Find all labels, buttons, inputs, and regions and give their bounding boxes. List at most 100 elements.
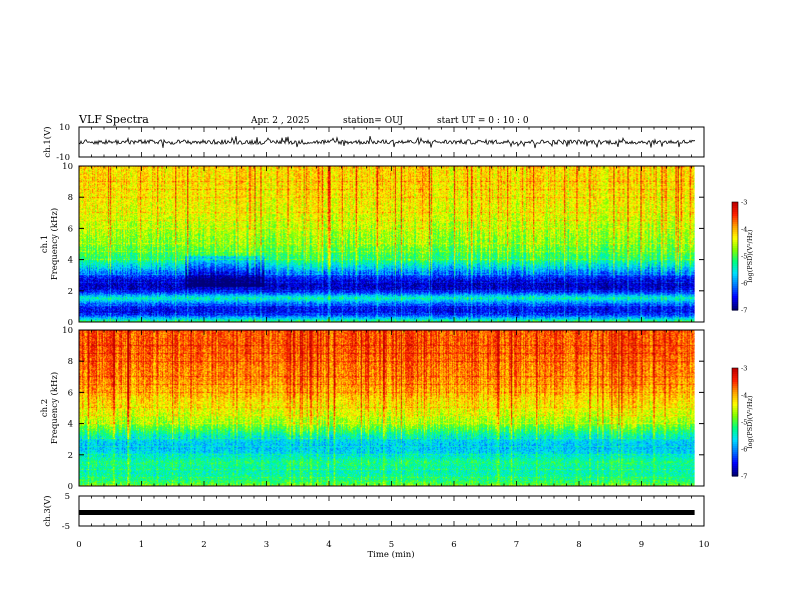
colorbar-tick-label: -6 [741,446,747,454]
colorbar-swatch [732,472,738,475]
colorbar-swatch [732,468,738,471]
colorbar-swatch [732,430,738,433]
xtick-label: 9 [639,540,644,550]
colorbar-swatch [732,304,738,307]
xtick-label: 10 [699,540,710,550]
colorbar-swatch [732,286,738,289]
xtick-label: 0 [76,540,81,550]
station-label: station= OUJ [343,116,403,126]
ch3-ytick-top: 5 [65,492,70,502]
colorbar-swatch [732,390,738,393]
colorbar-swatch [732,454,738,457]
ch2-colorbar: -3 -4 -5 -6 -7 log(PSD)(V²/Hz) [731,365,754,481]
colorbar-swatch [732,376,738,379]
ytick-label: 2 [68,287,73,297]
colorbar-swatch [732,244,738,247]
colorbar-swatch [732,412,738,415]
colorbar-swatch [732,232,738,235]
colorbar-swatch [732,426,738,429]
colorbar-tick-label: -7 [741,473,747,481]
colorbar-swatch [732,462,738,465]
x-axis-tick-labels: 0 1 2 3 4 5 6 7 8 9 10 [76,540,709,550]
ytick-label: 8 [68,357,73,367]
colorbar-swatch [732,404,738,407]
xtick-label: 5 [389,540,394,550]
colorbar-swatch [732,268,738,271]
ch1-ytick-top: 10 [59,123,70,133]
colorbar-swatch [732,290,738,293]
colorbar-swatch [732,388,738,391]
colorbar-swatch [732,280,738,283]
ytick-label: 6 [68,224,73,234]
ch2-spectrogram-panel: 0 2 4 6 8 10 ch.2 Frequency (kHz) -3 -4 -5 -6 -7 l… [40,326,754,492]
colorbar-swatch [732,422,738,425]
ytick-label: 0 [68,318,73,328]
colorbar-tick-label: -5 [741,419,747,427]
colorbar-swatch [732,446,738,449]
colorbar-swatch [732,258,738,261]
ytick-label: 10 [62,162,73,172]
colorbar-swatch [732,240,738,243]
colorbar-swatch [732,442,738,445]
colorbar-swatch [732,260,738,263]
colorbar-label: log(PSD)(V²/Hz) [746,229,754,282]
colorbar-swatch [732,278,738,281]
xtick-label: 7 [514,540,519,550]
start-time-label: start UT = 0 : 10 : 0 [437,116,529,126]
colorbar-swatch [732,370,738,373]
colorbar-swatch [732,474,738,477]
ch1-ylabel-frequency: Frequency (kHz) [49,208,60,280]
colorbar-swatch [732,202,738,205]
ytick-label: 0 [68,482,73,492]
colorbar-swatch [732,272,738,275]
ch1-ylabel-channel: ch.1 [40,235,50,253]
colorbar-swatch [732,432,738,435]
colorbar-swatch [732,436,738,439]
colorbar-swatch [732,228,738,231]
colorbar-swatch [732,230,738,233]
colorbar-swatch [732,246,738,249]
colorbar-swatch [732,234,738,237]
colorbar-swatch [732,218,738,221]
x-axis-label: Time (min) [367,549,414,560]
colorbar-swatch [732,410,738,413]
xtick-label: 1 [139,540,144,550]
colorbar-swatch [732,458,738,461]
colorbar-frame [731,201,739,311]
colorbar-swatch [732,306,738,309]
colorbar-swatch [732,302,738,305]
colorbar-swatch [732,416,738,419]
colorbar-swatch [732,372,738,375]
colorbar-swatch [732,448,738,451]
colorbar-swatch [732,236,738,239]
date-label: Apr. 2 , 2025 [250,116,310,126]
colorbar-swatch [732,242,738,245]
xtick-label: 2 [201,540,206,550]
ch1-spectrogram-image [79,166,695,322]
colorbar-tick-label: -4 [741,226,747,234]
ch2-spectrogram-image [79,330,695,486]
ytick-label: 8 [68,193,73,203]
colorbar-swatch [732,392,738,395]
ytick-label: 4 [68,256,73,266]
colorbar-swatch [732,408,738,411]
colorbar-frame [731,367,739,477]
colorbar-swatch [732,440,738,443]
colorbar-swatch [732,264,738,267]
colorbar-swatch [732,456,738,459]
ch1-waveform-line [78,135,696,149]
colorbar-swatch [732,294,738,297]
colorbar-swatch [732,382,738,385]
colorbar-swatch [732,394,738,397]
colorbar-tick-label: -6 [741,280,747,288]
ch2-ylabel-frequency: Frequency (kHz) [49,372,60,444]
colorbar-swatch [732,300,738,303]
colorbar-swatch [732,276,738,279]
xtick-label: 6 [451,540,456,550]
colorbar-swatch [732,298,738,301]
colorbar-swatch [732,434,738,437]
colorbar-swatch [732,368,738,371]
colorbar-swatch [732,274,738,277]
colorbar-swatch [732,396,738,399]
colorbar-swatch [732,452,738,455]
